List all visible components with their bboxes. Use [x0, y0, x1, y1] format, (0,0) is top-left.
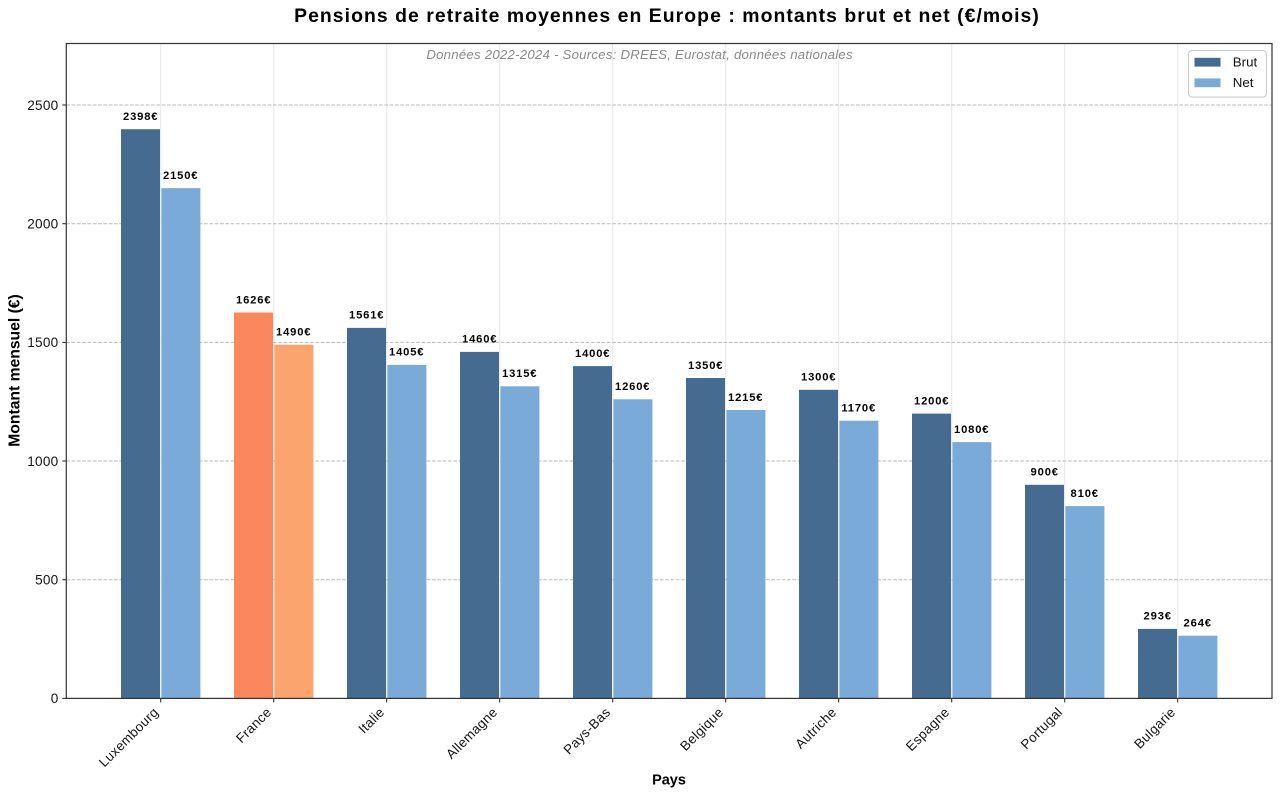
- svg-text:1200€: 1200€: [914, 395, 949, 407]
- svg-text:0: 0: [51, 691, 59, 706]
- svg-text:1315€: 1315€: [502, 368, 537, 380]
- svg-text:Net: Net: [1233, 75, 1254, 90]
- svg-text:900€: 900€: [1031, 467, 1059, 479]
- svg-text:Montant mensuel (€): Montant mensuel (€): [7, 294, 24, 447]
- svg-text:264€: 264€: [1184, 618, 1212, 630]
- svg-text:1300€: 1300€: [801, 372, 836, 384]
- svg-text:Pays: Pays: [652, 773, 686, 789]
- svg-text:1000: 1000: [27, 454, 58, 469]
- svg-text:Pensions de retraite moyennes: Pensions de retraite moyennes en Europe …: [294, 5, 1040, 27]
- svg-text:2000: 2000: [27, 217, 58, 232]
- svg-text:500: 500: [35, 573, 59, 588]
- svg-text:Données 2022-2024 - Sources: D: Données 2022-2024 - Sources: DREES, Euro…: [426, 47, 853, 62]
- svg-text:1500: 1500: [27, 335, 58, 350]
- svg-text:1490€: 1490€: [276, 327, 311, 339]
- svg-text:Brut: Brut: [1233, 55, 1258, 70]
- svg-text:2398€: 2398€: [123, 111, 158, 123]
- svg-text:1626€: 1626€: [236, 294, 271, 306]
- svg-text:2500: 2500: [27, 98, 58, 113]
- svg-text:293€: 293€: [1144, 611, 1172, 623]
- svg-text:1405€: 1405€: [389, 347, 424, 359]
- svg-text:1080€: 1080€: [954, 424, 989, 436]
- svg-text:1460€: 1460€: [462, 334, 497, 346]
- svg-text:1260€: 1260€: [615, 381, 650, 393]
- svg-text:1350€: 1350€: [688, 360, 723, 372]
- svg-text:1400€: 1400€: [575, 348, 610, 360]
- svg-text:1170€: 1170€: [841, 403, 876, 415]
- svg-text:1215€: 1215€: [728, 392, 763, 404]
- svg-text:1561€: 1561€: [349, 310, 384, 322]
- svg-text:2150€: 2150€: [163, 170, 198, 182]
- svg-text:810€: 810€: [1071, 488, 1099, 500]
